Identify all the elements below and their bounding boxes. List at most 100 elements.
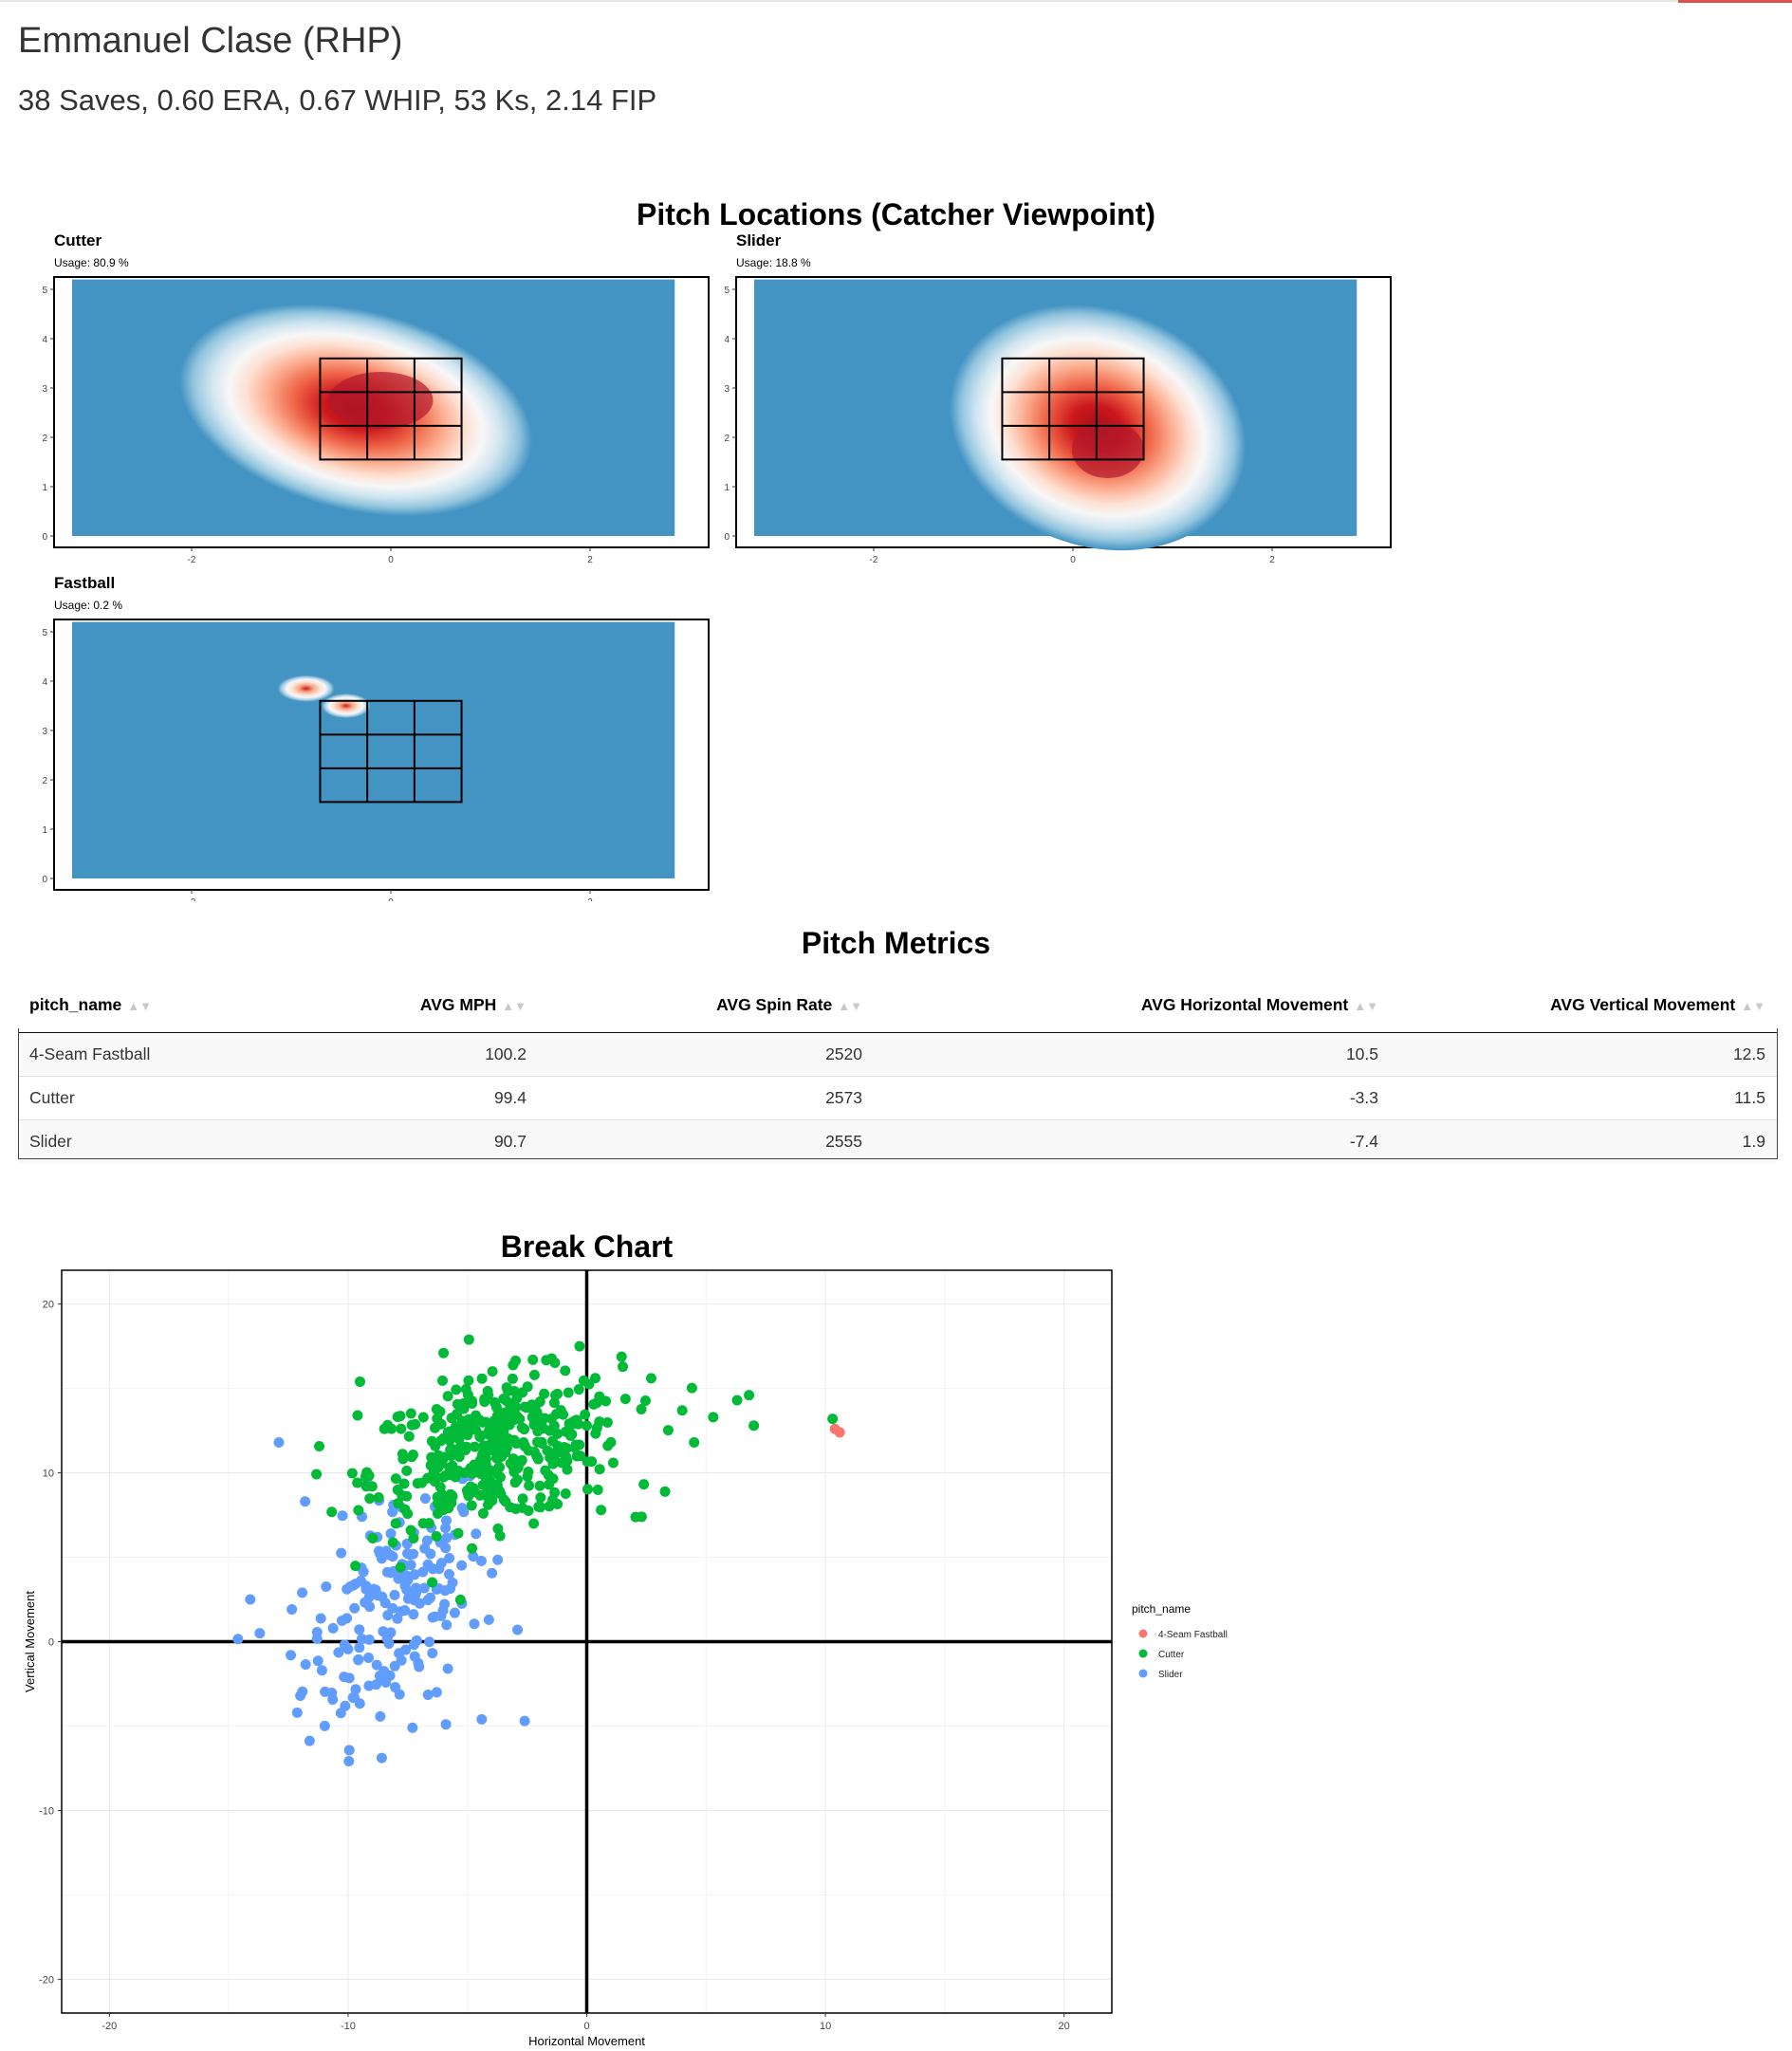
data-point	[500, 1395, 511, 1406]
data-point	[373, 1492, 384, 1504]
x-tick-label: 0	[583, 2021, 589, 2032]
data-point	[394, 1689, 405, 1700]
sort-icon[interactable]: ▲▼	[1354, 998, 1378, 1013]
data-point	[601, 1416, 613, 1428]
data-point	[395, 1561, 406, 1573]
data-point	[349, 1602, 360, 1614]
data-point	[419, 1493, 431, 1505]
y-tick-label: 2	[42, 776, 47, 786]
data-point	[297, 1587, 308, 1598]
legend-label: 4-Seam Fastball	[1158, 1630, 1228, 1640]
data-point	[393, 1498, 404, 1509]
heatmap-panel-slider: 0 1 2 3 4 5 -2 0 2	[724, 276, 1392, 565]
x-tick-label: 2	[587, 897, 593, 901]
data-point	[708, 1412, 719, 1423]
data-point	[311, 1626, 323, 1637]
data-point	[523, 1467, 534, 1478]
x-tick-label: 10	[820, 2021, 831, 2032]
data-point	[484, 1484, 495, 1495]
data-point	[426, 1451, 437, 1463]
data-point	[311, 1469, 323, 1480]
data-point	[508, 1463, 520, 1474]
data-point	[417, 1566, 429, 1578]
data-point	[487, 1567, 498, 1579]
col-header-avg-mph[interactable]: AVG MPH ▲▼	[268, 977, 538, 1033]
data-point	[392, 1613, 403, 1624]
panel-usage-slider: Usage: 18.8 %	[736, 256, 811, 269]
data-point	[508, 1434, 520, 1446]
data-point	[583, 1378, 595, 1390]
data-point	[440, 1523, 452, 1534]
data-point	[406, 1419, 417, 1431]
data-point	[344, 1580, 356, 1592]
sort-icon[interactable]: ▲▼	[502, 998, 527, 1013]
strike-zone	[319, 357, 463, 461]
table-cell: 11.5	[1390, 1076, 1777, 1120]
data-point	[552, 1428, 563, 1439]
data-point	[295, 1690, 306, 1701]
col-header-avg-spin-rate[interactable]: AVG Spin Rate ▲▼	[538, 977, 874, 1033]
data-point	[482, 1385, 493, 1396]
y-tick-label: 1	[42, 825, 47, 836]
data-point	[380, 1677, 392, 1689]
data-point	[435, 1558, 447, 1569]
data-point	[638, 1479, 650, 1490]
data-point	[529, 1400, 541, 1412]
data-point	[438, 1347, 450, 1358]
sort-icon[interactable]: ▲▼	[127, 998, 152, 1013]
heatmap-panel-cutter: 0 1 2 3 4 5 -2 0 2	[42, 276, 710, 565]
x-tick-label: -10	[341, 2021, 356, 2032]
strike-zone	[1001, 357, 1145, 461]
data-point	[686, 1382, 697, 1394]
data-point	[394, 1648, 405, 1659]
data-point	[432, 1498, 443, 1509]
data-point	[422, 1690, 434, 1701]
data-point	[498, 1494, 509, 1506]
data-point	[639, 1395, 651, 1407]
data-point	[392, 1412, 403, 1423]
data-point	[487, 1366, 498, 1377]
y-tick-label: 0	[42, 532, 47, 543]
panel-label-slider: Slider	[736, 231, 782, 249]
data-point	[300, 1496, 311, 1507]
data-point	[363, 1634, 375, 1645]
data-point	[376, 1752, 387, 1764]
data-point	[422, 1595, 434, 1606]
data-point	[354, 1642, 365, 1654]
y-tick-label: 2	[724, 434, 730, 444]
table-cell: 2573	[538, 1076, 874, 1120]
data-point	[449, 1607, 460, 1618]
col-header-pitch-name[interactable]: pitch_name ▲▼	[18, 977, 268, 1033]
panel-label-cutter: Cutter	[54, 231, 102, 249]
locations-title: Pitch Locations (Catcher Viewpoint)	[636, 197, 1156, 231]
table-cell: -7.4	[874, 1119, 1390, 1163]
data-point	[502, 1385, 513, 1396]
sort-icon[interactable]: ▲▼	[1741, 998, 1765, 1013]
data-point	[482, 1499, 493, 1510]
data-point	[483, 1614, 494, 1625]
data-point	[427, 1612, 438, 1623]
break-chart: -20 -10 0 10 20 -20 -10 0 10 20 Horizontal Movemen…	[23, 1269, 1228, 2048]
data-point	[439, 1598, 451, 1610]
x-tick-label: 2	[1269, 555, 1275, 565]
data-point	[413, 1657, 424, 1669]
x-tick-label: 0	[1070, 555, 1076, 565]
data-point	[431, 1687, 442, 1698]
data-point	[454, 1594, 466, 1605]
data-point	[360, 1583, 372, 1595]
data-point	[560, 1365, 571, 1377]
col-header-avg-horizontal-movement[interactable]: AVG Horizontal Movement ▲▼	[874, 977, 1390, 1033]
data-point	[519, 1715, 530, 1727]
data-point	[547, 1473, 559, 1485]
data-point	[619, 1394, 631, 1405]
page-subtitle: 38 Saves, 0.60 ERA, 0.67 WHIP, 53 Ks, 2.…	[18, 83, 657, 117]
col-header-avg-vertical-movement[interactable]: AVG Vertical Movement ▲▼	[1390, 977, 1777, 1033]
data-point	[440, 1543, 452, 1554]
data-point	[390, 1473, 401, 1485]
data-point	[528, 1518, 540, 1529]
y-tick-label: 4	[42, 335, 47, 345]
x-tick-label: -2	[870, 555, 878, 565]
data-point	[517, 1493, 528, 1505]
data-point	[273, 1437, 285, 1449]
sort-icon[interactable]: ▲▼	[838, 998, 862, 1013]
